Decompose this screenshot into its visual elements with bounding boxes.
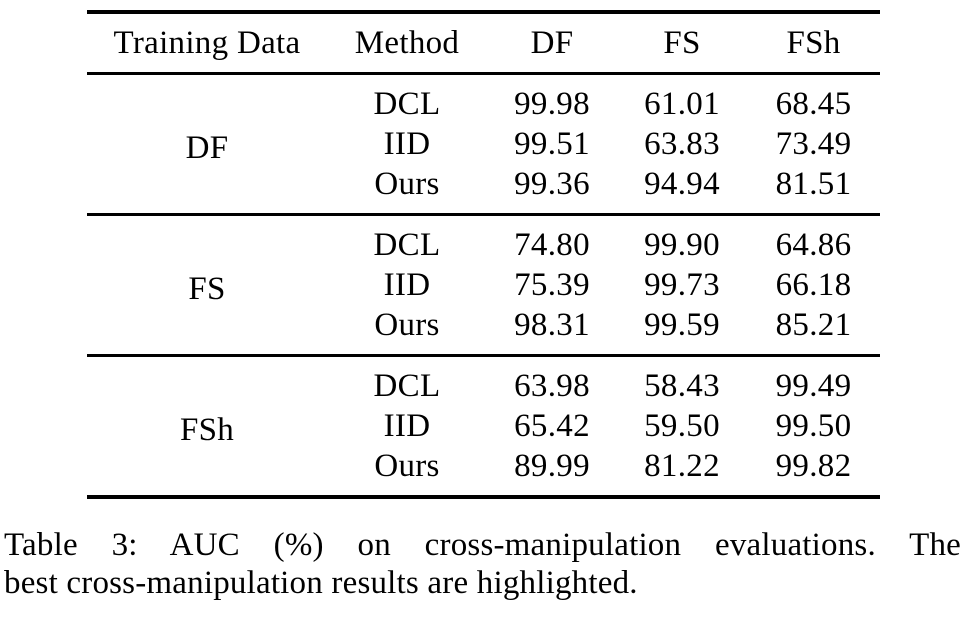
value-cell: 66.18 bbox=[775, 266, 852, 303]
results-table: Training Data Method DF FS FSh DF DCL 99… bbox=[87, 10, 880, 499]
table-caption: Table 3: AUC (%) on cross-manipulation e… bbox=[4, 526, 961, 602]
method-cell: DCL bbox=[373, 85, 441, 122]
value-cell: 99.98 bbox=[514, 85, 590, 122]
value-cell: 73.49 bbox=[775, 125, 852, 162]
header-training-data: Training Data bbox=[87, 12, 327, 75]
training-data-label: DF bbox=[185, 130, 229, 166]
method-cell: Ours bbox=[374, 165, 440, 202]
table-group-fsh: FSh DCL 63.98 58.43 99.49 IID 65.42 59.5… bbox=[87, 356, 880, 498]
table-row: IID 65.42 59.50 99.50 bbox=[87, 406, 880, 446]
value-cell: 64.86 bbox=[775, 226, 852, 263]
method-cell: IID bbox=[383, 407, 431, 444]
value-cell-highlighted: 98.31 bbox=[514, 306, 590, 343]
caption-line-1: Table 3: AUC (%) on cross-manipulation e… bbox=[4, 527, 961, 563]
value-cell: 63.98 bbox=[514, 367, 590, 404]
value-cell-highlighted: 81.51 bbox=[775, 165, 852, 202]
value-cell: 61.01 bbox=[644, 85, 720, 122]
method-cell: IID bbox=[383, 266, 431, 303]
value-cell: 59.50 bbox=[644, 407, 720, 444]
table-header-row: Training Data Method DF FS FSh bbox=[87, 12, 880, 75]
table-row: FS DCL 74.80 99.90 64.86 bbox=[87, 215, 880, 308]
value-cell: 65.42 bbox=[514, 407, 590, 444]
training-data-label: FSh bbox=[179, 412, 235, 448]
value-cell: 74.80 bbox=[514, 226, 590, 263]
value-cell: 99.50 bbox=[775, 407, 852, 444]
table-row: IID 99.51 63.83 73.49 bbox=[87, 124, 880, 164]
table-row: Ours 98.31 99.59 85.21 bbox=[87, 305, 880, 356]
value-cell: 99.51 bbox=[514, 125, 590, 162]
training-data-label: FS bbox=[188, 271, 226, 307]
method-cell: DCL bbox=[373, 367, 441, 404]
header-fsh: FSh bbox=[747, 12, 880, 75]
method-cell: Ours bbox=[374, 306, 440, 343]
value-cell-highlighted: 85.21 bbox=[775, 306, 852, 343]
header-method: Method bbox=[327, 12, 487, 75]
caption-line-2: best cross-manipulation results are high… bbox=[4, 565, 638, 601]
method-cell: Ours bbox=[374, 447, 440, 484]
value-cell: 68.45 bbox=[775, 85, 852, 122]
table-row: Ours 89.99 81.22 99.82 bbox=[87, 446, 880, 497]
value-cell: 75.39 bbox=[514, 266, 590, 303]
value-cell-highlighted: 94.94 bbox=[644, 165, 720, 202]
table-row: FSh DCL 63.98 58.43 99.49 bbox=[87, 356, 880, 449]
value-cell: 99.82 bbox=[775, 447, 852, 484]
value-cell-highlighted: 81.22 bbox=[644, 447, 720, 484]
value-cell: 99.73 bbox=[644, 266, 720, 303]
table-row: Ours 99.36 94.94 81.51 bbox=[87, 164, 880, 215]
table-group-fs: FS DCL 74.80 99.90 64.86 IID 75.39 99.73… bbox=[87, 215, 880, 356]
value-cell: 99.90 bbox=[644, 226, 720, 263]
table-row: DF DCL 99.98 61.01 68.45 bbox=[87, 74, 880, 167]
value-cell: 58.43 bbox=[644, 367, 720, 404]
table-group-df: DF DCL 99.98 61.01 68.45 IID 99.51 63.83… bbox=[87, 74, 880, 215]
table-row: IID 75.39 99.73 66.18 bbox=[87, 265, 880, 305]
header-df: DF bbox=[487, 12, 617, 75]
method-cell: DCL bbox=[373, 226, 441, 263]
value-cell: 99.36 bbox=[514, 165, 590, 202]
value-cell-highlighted: 89.99 bbox=[514, 447, 590, 484]
method-cell: IID bbox=[383, 125, 431, 162]
header-fs: FS bbox=[617, 12, 747, 75]
value-cell: 99.59 bbox=[644, 306, 720, 343]
value-cell: 99.49 bbox=[775, 367, 852, 404]
value-cell: 63.83 bbox=[644, 125, 720, 162]
